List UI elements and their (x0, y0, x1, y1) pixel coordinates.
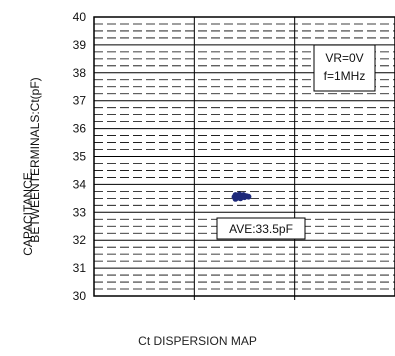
y-tick-label: 33 (73, 205, 87, 219)
chart-title: Ct DISPERSION MAP (138, 334, 257, 348)
y-tick-label: 39 (73, 38, 87, 52)
y-tick-label: 40 (73, 10, 87, 24)
y-tick-label: 30 (73, 289, 87, 303)
annot-layer: VR=0V f=1MHz AVE:33.5pF (216, 44, 376, 240)
point-layer (231, 191, 252, 202)
tick-layer: 30 31 32 33 34 35 36 37 38 39 40 (73, 10, 296, 303)
y-tick-label: 38 (73, 66, 87, 80)
y-tick-label: 32 (73, 233, 87, 247)
y-tick-label: 34 (73, 177, 87, 191)
y-axis-label-line2: BETWEENTERMINALS:Ct(pF) (28, 77, 42, 243)
average-label: AVE:33.5pF (229, 222, 293, 236)
condition-text: VR=0V (325, 51, 363, 65)
data-point (245, 193, 252, 200)
y-tick-label: 35 (73, 150, 87, 164)
y-tick-label: 31 (73, 261, 87, 275)
y-tick-label: 36 (73, 122, 87, 136)
average-box (216, 217, 306, 240)
y-tick-label: 37 (73, 94, 87, 108)
condition-text: f=1MHz (324, 69, 366, 83)
conditions-box (313, 44, 376, 92)
plot-frame (93, 16, 395, 297)
